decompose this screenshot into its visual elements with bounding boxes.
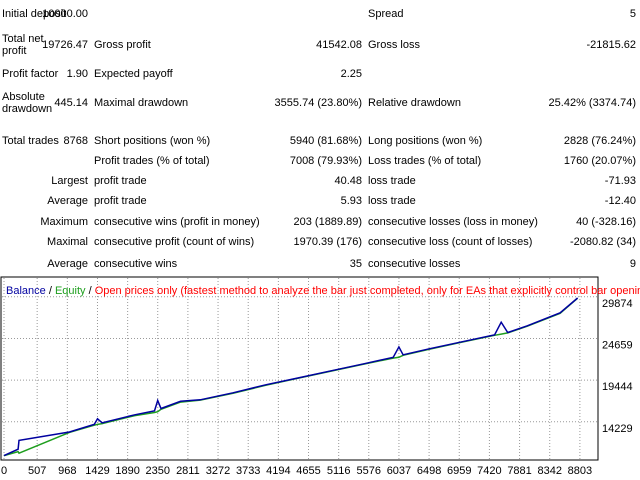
x-tick-label: 1890: [115, 465, 139, 477]
c1-value: Average: [47, 195, 88, 207]
c3-value: 25.42% (3374.74): [548, 97, 636, 109]
x-tick-label: 8342: [537, 465, 561, 477]
c2-label: Gross profit: [94, 39, 151, 51]
x-tick-label: 968: [58, 465, 76, 477]
x-tick-label: 6037: [387, 465, 411, 477]
c1-value: Maximal: [47, 236, 88, 248]
x-tick-label: 5576: [357, 465, 381, 477]
c3-value: -12.40: [604, 195, 636, 207]
c1-value: 10000.00: [42, 8, 88, 20]
c3-label: consecutive loss (count of losses): [368, 236, 533, 248]
x-tick-label: 6959: [447, 465, 471, 477]
c2-label: profit trade: [94, 195, 147, 207]
plot-frame: [0, 276, 599, 461]
c2-value: 2.25: [340, 68, 362, 80]
report: Initial deposit 10000.00 Spread 5 Total net …: [2, 8, 636, 270]
chart-note: Open prices only (fastest method to anal…: [95, 285, 640, 297]
c2-value: 41542.08: [316, 39, 362, 51]
x-tick-label: 3733: [236, 465, 260, 477]
c2-value: 3555.74 (23.80%): [274, 97, 362, 109]
c2-value: 203 (1889.89): [293, 216, 363, 228]
c2-label: consecutive wins (profit in money): [94, 216, 260, 228]
x-tick-label: 4194: [266, 465, 290, 477]
c2-label: Profit trades (% of total): [94, 155, 210, 167]
c1-label: Absolute drawdown: [2, 91, 53, 115]
legend: Balance / Equity / Open prices only (fas…: [6, 285, 640, 297]
x-tick-label: 5116: [327, 465, 351, 477]
c1-value: Largest: [51, 175, 88, 187]
c2-label: consecutive profit (count of wins): [94, 236, 255, 248]
x-tick-label: 0: [1, 465, 7, 477]
c2-label: Expected payoff: [94, 68, 173, 80]
c3-label: Relative drawdown: [368, 97, 461, 109]
c2-value: 5.93: [340, 195, 362, 207]
c3-value: -21815.62: [586, 39, 636, 51]
c2-value: 35: [349, 258, 362, 270]
c3-label: consecutive losses: [368, 258, 461, 270]
x-tick-label: 1429: [85, 465, 109, 477]
series-line: [3, 297, 579, 457]
c3-value: 1760 (20.07%): [563, 155, 636, 167]
c3-label: Loss trades (% of total): [368, 155, 482, 167]
y-tick-label: 29874: [602, 298, 633, 310]
c2-label: Maximal drawdown: [94, 97, 189, 109]
x-tick-label: 7881: [507, 465, 531, 477]
x-tick-label: 3272: [206, 465, 230, 477]
c3-value: -71.93: [604, 175, 636, 187]
c1-label: Total trades: [2, 135, 59, 147]
c3-value: 40 (-328.16): [576, 216, 636, 228]
c2-label: consecutive wins: [94, 258, 178, 270]
c3-label: consecutive losses (loss in money): [368, 216, 538, 228]
x-tick-label: 8803: [568, 465, 592, 477]
c3-label: Long positions (won %): [368, 135, 483, 147]
legend-entry: Balance: [6, 285, 46, 297]
x-tick-label: 2350: [145, 465, 169, 477]
x-tick-label: 507: [28, 465, 46, 477]
c1-label: Initial deposit: [2, 8, 67, 20]
y-tick-label: 24659: [602, 339, 633, 351]
x-tick-label: 7420: [477, 465, 501, 477]
c3-value: 9: [629, 258, 636, 270]
c3-label: Gross loss: [368, 39, 420, 51]
c1-value: 19726.47: [42, 39, 88, 51]
c1-value: Average: [47, 258, 88, 270]
c1-value: 1.90: [66, 68, 88, 80]
chart: 14229 19444 24659 29874 0 507 968 1429 1890 2350 2…: [0, 276, 640, 477]
c1-value: Maximum: [40, 216, 88, 228]
x-tick-label: 4655: [296, 465, 320, 477]
c2-value: 1970.39 (176): [293, 236, 363, 248]
c1-label: Total net profit: [2, 33, 44, 57]
c2-label: Short positions (won %): [94, 135, 211, 147]
legend-entry: Equity: [55, 285, 86, 297]
c3-value: 5: [629, 8, 636, 20]
y-tick-label: 14229: [602, 423, 633, 435]
c3-label: loss trade: [368, 175, 416, 187]
y-tick-label: 19444: [602, 381, 633, 393]
c2-value: 40.48: [334, 175, 362, 187]
c3-value: -2080.82 (34): [569, 236, 636, 248]
c1-label: Profit factor: [2, 68, 59, 80]
c1-value: 445.14: [54, 97, 88, 109]
c2-value: 7008 (79.93%): [289, 155, 362, 167]
legend-separator: /: [49, 285, 53, 297]
c1-value: 8768: [63, 135, 88, 147]
c3-value: 2828 (76.24%): [563, 135, 636, 147]
c2-label: profit trade: [94, 175, 147, 187]
c3-label: loss trade: [368, 195, 416, 207]
c2-value: 5940 (81.68%): [289, 135, 362, 147]
c3-label: Spread: [368, 8, 404, 20]
x-tick-label: 2811: [176, 465, 200, 477]
legend-separator: /: [89, 285, 93, 297]
x-tick-label: 6498: [417, 465, 441, 477]
